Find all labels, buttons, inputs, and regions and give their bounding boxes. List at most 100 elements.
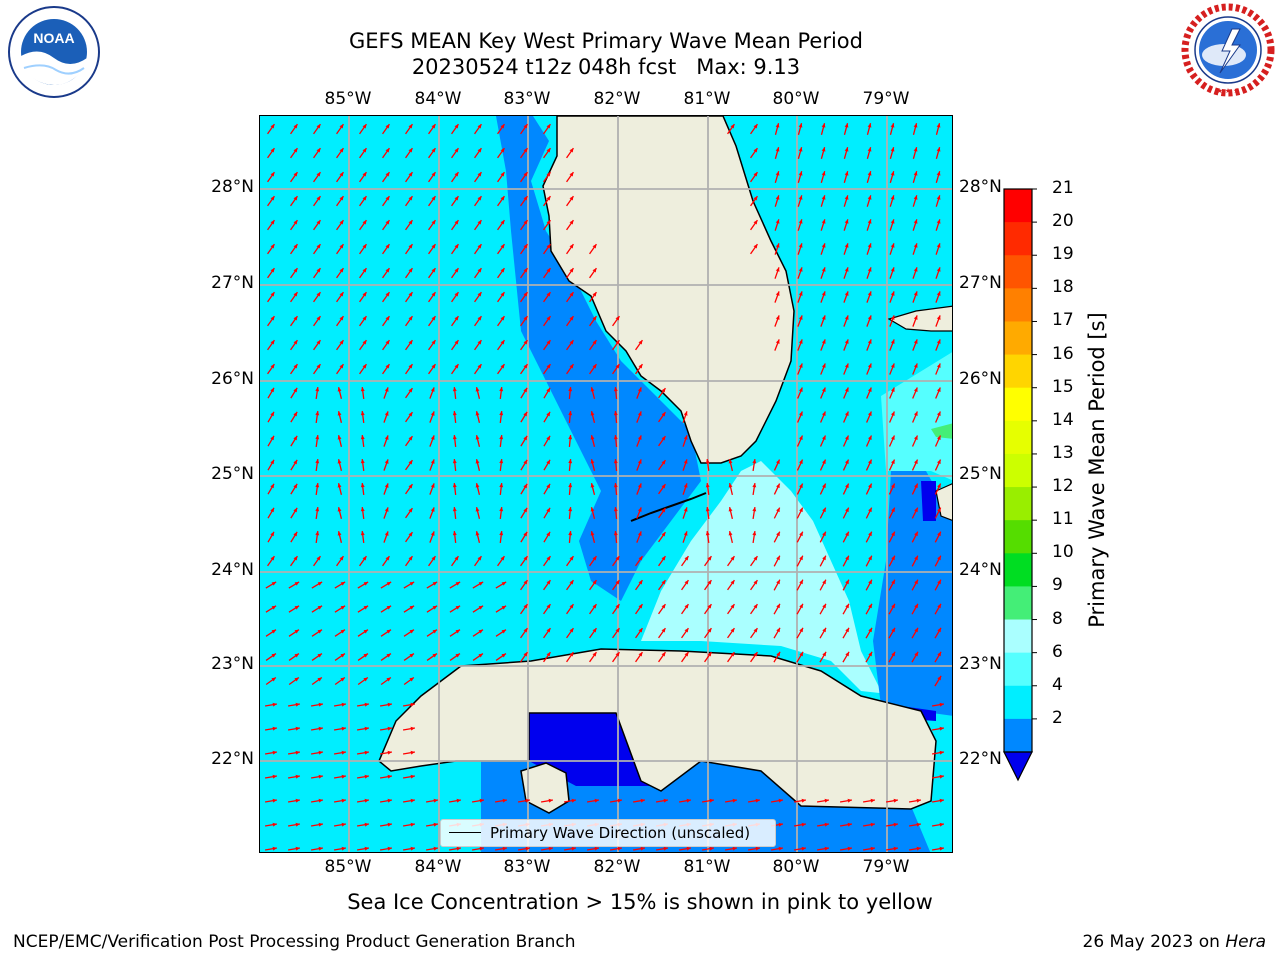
wave-direction-arrowhead [798, 195, 803, 200]
wave-direction-arrowhead [615, 316, 620, 321]
wave-direction-arrowhead [430, 411, 435, 416]
wave-direction-arrowhead [569, 628, 574, 633]
wave-direction-arrowhead [523, 244, 528, 249]
wave-direction-arrowhead [821, 195, 826, 200]
wave-direction-arrowhead [890, 291, 895, 296]
wave-direction-arrowhead [753, 604, 758, 609]
wave-direction-arrowhead [386, 605, 392, 610]
wave-direction-arrowhead [454, 244, 459, 249]
wave-direction-arrowhead [867, 123, 872, 128]
wave-direction-arrowhead [821, 339, 826, 344]
wave-direction-arrowhead [613, 507, 618, 512]
wave-direction-arrowhead [683, 435, 688, 440]
wave-direction-arrowhead [431, 220, 436, 225]
wave-direction-arrowhead [890, 315, 895, 320]
wave-direction-arrowhead [776, 555, 780, 561]
wave-direction-arrowhead [523, 364, 528, 369]
wave-direction-arrowhead [798, 363, 803, 368]
wave-direction-arrowhead [408, 460, 413, 465]
wave-direction-arrowhead [592, 316, 597, 321]
wave-direction-arrowhead [384, 531, 389, 536]
wave-direction-arrowhead [637, 435, 642, 440]
wave-direction-arrowhead [501, 653, 506, 658]
wave-direction-arrowhead [500, 316, 505, 321]
sea-ice-note: Sea Ice Concentration > 15% is shown in … [347, 890, 933, 914]
wave-direction-arrowhead [523, 483, 528, 489]
wave-direction-arrowhead [410, 846, 415, 851]
wave-direction-arrowhead [548, 798, 553, 803]
wave-direction-arrowhead [316, 196, 321, 201]
wave-direction-arrowhead [408, 244, 413, 249]
wave-direction-arrowhead [798, 411, 803, 416]
wave-direction-arrowhead [431, 292, 436, 297]
wave-direction-arrowhead [914, 627, 918, 633]
wave-direction-arrowhead [315, 387, 320, 392]
wave-direction-arrowhead [822, 651, 827, 657]
wave-direction-arrowhead [387, 774, 392, 779]
wave-direction-arrowhead [801, 822, 806, 827]
wave-direction-arrowhead [387, 750, 392, 755]
wave-direction-arrowhead [798, 291, 803, 296]
wave-direction-arrowhead [500, 172, 505, 177]
wave-direction-arrowhead [890, 339, 895, 344]
wave-direction-arrowhead [500, 148, 505, 153]
wave-direction-arrowhead [546, 244, 551, 249]
wave-direction-arrowhead [845, 627, 849, 633]
wave-direction-arrowhead [546, 652, 551, 657]
wave-direction-arrowhead [499, 483, 504, 488]
wave-direction-arrowhead [452, 483, 457, 488]
wave-direction-arrowhead [867, 339, 872, 344]
wave-direction-arrowhead [752, 483, 757, 488]
map-panel [259, 115, 953, 853]
wave-direction-arrowhead [499, 459, 504, 464]
wave-direction-arrowhead [384, 507, 389, 512]
wave-direction-arrowhead [271, 629, 276, 634]
wave-direction-arrowhead [663, 798, 668, 803]
wave-direction-arrowhead [317, 581, 323, 586]
wave-direction-arrowhead [295, 798, 300, 803]
lon-tick-label: 85°W [324, 857, 372, 877]
wave-direction-arrowhead [295, 702, 300, 707]
wave-direction-arrowhead [661, 532, 666, 537]
wave-direction-arrowhead [914, 459, 918, 465]
wave-direction-arrowhead [523, 387, 528, 393]
wave-direction-arrowhead [270, 172, 275, 177]
colorbar-segment [1004, 718, 1032, 753]
wave-direction-arrowhead [730, 604, 735, 609]
wave-direction-arrowhead [477, 244, 482, 249]
colorbar-tick-label: 14 [1052, 409, 1074, 430]
lat-tick-label: 22°N [959, 749, 1002, 769]
lat-tick-label: 27°N [211, 273, 254, 293]
wave-direction-arrowhead [914, 603, 918, 609]
footer-date: 26 May 2023 on Hera [1083, 932, 1267, 952]
wave-direction-arrowhead [475, 435, 480, 440]
wave-direction-arrowhead [500, 196, 505, 201]
wave-direction-arrowhead [316, 220, 321, 225]
wave-direction-arrowhead [775, 195, 780, 200]
colorbar-segment [1004, 288, 1032, 322]
wave-direction-arrowhead [916, 798, 921, 803]
wave-direction-arrowhead [337, 507, 342, 512]
wave-period-field-9-10 [931, 423, 952, 439]
wave-direction-arrowhead [500, 340, 505, 345]
wave-direction-arrowhead [293, 556, 298, 561]
wave-direction-arrowhead [844, 147, 849, 152]
wave-direction-arrowhead [661, 460, 666, 465]
wave-direction-arrowhead [776, 651, 781, 657]
wave-direction-arrowhead [385, 196, 390, 201]
wave-direction-arrowhead [340, 653, 345, 658]
wave-direction-arrowhead [293, 316, 298, 321]
wave-direction-arrowhead [775, 243, 780, 248]
wave-direction-arrowhead [798, 219, 803, 224]
wave-direction-arrowhead [294, 629, 299, 634]
wave-direction-arrowhead [523, 628, 528, 633]
wave-direction-arrowhead [363, 653, 368, 658]
wave-direction-arrowhead [844, 123, 849, 128]
wave-direction-arrowhead [270, 556, 275, 561]
wave-direction-arrowhead [408, 412, 413, 417]
wave-direction-arrowhead [844, 339, 849, 344]
wave-direction-arrowhead [501, 581, 507, 586]
wave-direction-arrowhead [523, 196, 528, 201]
wave-direction-arrowhead [272, 702, 277, 707]
wave-direction-arrowhead [844, 171, 849, 176]
